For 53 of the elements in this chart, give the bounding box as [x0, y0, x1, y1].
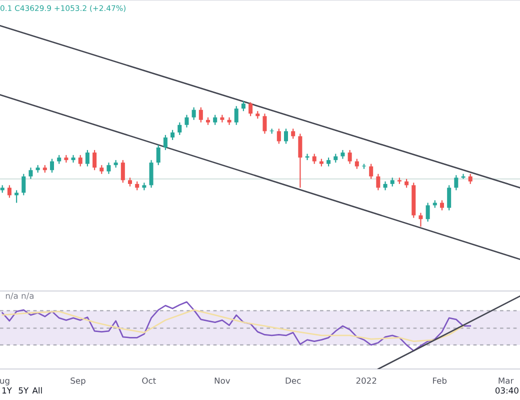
candlestick	[78, 154, 82, 167]
candlestick	[149, 160, 154, 188]
candlestick	[213, 114, 218, 126]
candlestick	[156, 144, 160, 166]
candlestick	[7, 184, 12, 198]
candlestick	[376, 173, 380, 191]
candlestick	[284, 128, 288, 144]
text: 5Y	[18, 387, 29, 394]
candlestick	[14, 190, 19, 204]
candlestick	[22, 173, 26, 196]
candlestick	[163, 134, 168, 151]
annotation: n/a n/a	[6, 292, 34, 300]
candlestick	[50, 158, 54, 174]
candlestick	[276, 128, 281, 144]
x-tick-label: Feb	[433, 377, 447, 384]
candlestick	[120, 160, 125, 184]
candlestick	[227, 116, 232, 126]
candlestick	[198, 106, 203, 123]
candlestick	[192, 106, 196, 120]
x-tick-label: 2022	[356, 377, 376, 384]
x-tick-label: Sep	[70, 377, 86, 386]
text: 03:40	[495, 387, 518, 394]
candlestick	[241, 100, 246, 112]
x-tick-label: Dec	[286, 378, 301, 384]
candlestick	[106, 162, 111, 174]
x-tick-label: Mar	[498, 378, 514, 384]
x-tick-label: Nov	[214, 378, 230, 384]
candlestick	[418, 212, 423, 228]
candlestick	[248, 102, 253, 117]
x-tick-label: Oct	[142, 377, 156, 384]
candlestick	[184, 114, 189, 128]
candlestick	[92, 149, 97, 171]
candlestick	[447, 184, 452, 211]
candlestick	[234, 106, 238, 126]
candlestick	[28, 167, 33, 180]
candlestick	[348, 149, 352, 164]
candlestick	[426, 202, 430, 222]
candlestick	[71, 154, 76, 164]
candlestick	[178, 122, 182, 136]
candlestick	[454, 174, 458, 191]
candlestick	[298, 133, 302, 188]
x-tick-label: ug	[0, 379, 10, 386]
candlestick	[85, 149, 90, 167]
candlestick	[440, 200, 444, 211]
candlestick	[262, 113, 267, 134]
candlestick	[354, 158, 359, 170]
text: 1Y	[2, 387, 12, 394]
candlestick	[312, 153, 316, 164]
candlestick	[468, 173, 472, 184]
text: All	[32, 387, 42, 394]
candlestick	[170, 129, 175, 141]
candlestick	[291, 128, 296, 140]
candlestick	[369, 163, 374, 180]
